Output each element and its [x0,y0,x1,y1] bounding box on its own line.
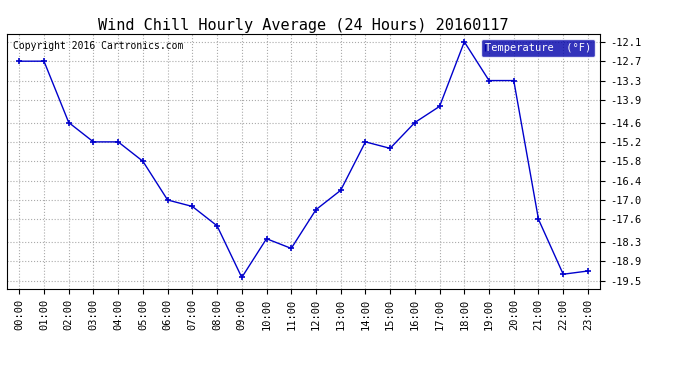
Text: Copyright 2016 Cartronics.com: Copyright 2016 Cartronics.com [13,41,184,51]
Title: Wind Chill Hourly Average (24 Hours) 20160117: Wind Chill Hourly Average (24 Hours) 201… [98,18,509,33]
Legend: Temperature  (°F): Temperature (°F) [480,39,595,57]
